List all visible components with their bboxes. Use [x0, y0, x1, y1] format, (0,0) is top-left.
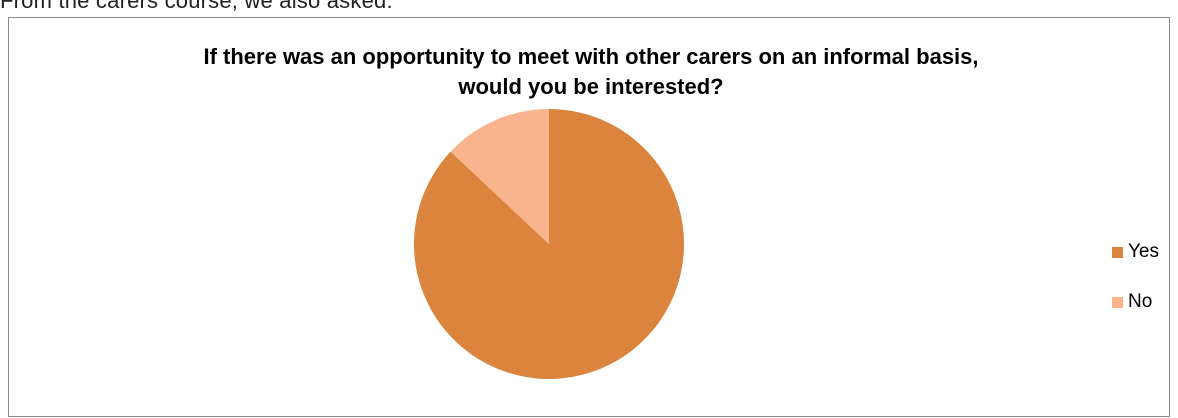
- legend-swatch-no: [1112, 296, 1123, 308]
- chart-legend: Yes No: [1112, 238, 1159, 338]
- legend-item-no: No: [1112, 288, 1159, 316]
- legend-item-yes: Yes: [1112, 238, 1159, 266]
- document-text: From the carers course, we also asked:: [0, 0, 393, 13]
- legend-label-yes: Yes: [1128, 241, 1159, 262]
- chart-area: If there was an opportunity to meet with…: [8, 17, 1170, 417]
- chart-title: If there was an opportunity to meet with…: [203, 44, 979, 99]
- pie-slice-no: [450, 109, 549, 244]
- legend-label-no: No: [1128, 291, 1153, 312]
- pie-chart: [413, 109, 684, 379]
- legend-swatch-yes: [1112, 246, 1123, 258]
